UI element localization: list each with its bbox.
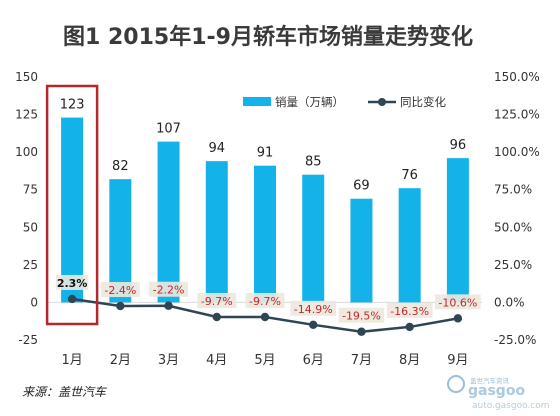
line-point <box>67 294 77 304</box>
x-axis-tick-label: 9月 <box>447 353 468 368</box>
left-axis-tick-label: 50 <box>23 220 38 234</box>
line-label-background <box>100 282 140 298</box>
line-series <box>67 294 463 336</box>
left-axis-tick-label: -25 <box>18 333 38 347</box>
source-note: 来源：盖世汽车 <box>22 385 108 399</box>
line-value-label: -2.4% <box>104 284 136 297</box>
line-value-label: -19.5% <box>342 310 381 323</box>
x-axis-tick-label: 6月 <box>303 353 324 368</box>
right-axis-tick-label: -25.0% <box>494 333 536 347</box>
line-point <box>405 322 414 332</box>
bar-value-label: 69 <box>353 179 370 194</box>
bar-value-label: 107 <box>156 122 181 137</box>
left-axis-tick-label: 150 <box>15 70 38 84</box>
line-point <box>309 320 318 330</box>
left-axis-tick-label: 0 <box>30 295 38 309</box>
line-point <box>453 314 463 323</box>
line-value-label: -9.7% <box>201 295 233 308</box>
line-label-background <box>435 294 481 310</box>
x-axis-tick-label: 7月 <box>351 353 372 368</box>
bar-value-label: 96 <box>450 138 467 153</box>
left-axis-tick-label: 25 <box>23 258 38 272</box>
legend-bar-label: 销量（万辆） <box>275 95 344 109</box>
bar <box>302 174 325 303</box>
line-value-label: -2.2% <box>153 284 185 297</box>
bar <box>254 165 276 303</box>
watermark-tagline: 盖世汽车资讯 <box>470 376 510 385</box>
right-axis-tick-label: 25.0% <box>494 258 532 272</box>
bar-value-label: 85 <box>305 155 322 170</box>
x-axis-tick-label: 5月 <box>254 353 275 368</box>
x-axis-tick-label: 4月 <box>206 353 227 368</box>
right-axis-tick-label: 125.0% <box>494 108 540 122</box>
line-label-background <box>149 281 189 297</box>
x-axis: 1月 2月 3月 4月 5月 6月 7月 8月 9月 <box>61 353 468 368</box>
line-value-label: -16.3% <box>390 305 429 318</box>
right-axis-tick-label: 50.0% <box>494 220 532 234</box>
left-axis-tick-label: 75 <box>23 183 38 197</box>
left-axis-tick-label: 100 <box>15 145 38 159</box>
line-point <box>212 312 221 322</box>
left-axis-tick-label: 125 <box>15 108 38 122</box>
line-label-background <box>386 302 433 318</box>
line-label-background <box>245 293 285 309</box>
line-value-label: 2.3% <box>57 277 88 290</box>
x-axis-tick-label: 3月 <box>158 353 179 368</box>
legend-bar-swatch <box>243 97 271 106</box>
line-label-background <box>197 293 237 309</box>
bar <box>61 117 84 303</box>
watermark-brand: gasgoo <box>468 383 525 399</box>
bar <box>157 141 180 303</box>
bar <box>398 188 421 303</box>
line-label-background <box>55 274 89 290</box>
bar-series <box>61 117 469 303</box>
right-axis: -25.0% 0.0% 25.0% 50.0% 75.0% 100.0% 125.0% 150… <box>494 70 540 347</box>
bar-value-label: 82 <box>112 159 129 174</box>
bar-value-label: 91 <box>257 146 274 161</box>
line-point <box>116 301 125 311</box>
right-axis-tick-label: 0.0% <box>494 295 525 309</box>
line-value-labels: 2.3% -2.4% -2.2% -9.7% -9.7% -14.9% -19.5% -16.… <box>55 274 481 323</box>
legend: 销量（万辆） 同比变化 <box>243 95 446 109</box>
line-value-label: -14.9% <box>294 303 333 316</box>
line-value-label: -9.7% <box>249 295 281 308</box>
line-point <box>260 312 270 322</box>
bar <box>446 158 469 303</box>
bar-value-labels: 123 82 107 94 91 85 69 76 96 <box>60 98 466 194</box>
right-axis-tick-label: 75.0% <box>494 183 532 197</box>
line-label-background <box>338 307 385 323</box>
x-axis-tick-label: 2月 <box>110 353 131 368</box>
left-axis: -25 0 25 50 75 100 125 150 <box>15 70 38 347</box>
right-axis-tick-label: 100.0% <box>494 145 540 159</box>
watermark-logo-icon <box>447 375 465 393</box>
watermark: 盖世汽车资讯 gasgoo auto.gasgoo.com <box>447 375 550 411</box>
line-label-background <box>290 300 337 316</box>
x-axis-tick-label: 8月 <box>399 353 420 368</box>
bar-value-label: 123 <box>60 98 85 113</box>
chart-title: 图1 2015年1-9月轿车市场销量走势变化 <box>63 24 473 50</box>
highlight-box <box>45 84 99 326</box>
bar <box>109 179 132 303</box>
legend-line-label: 同比变化 <box>400 95 446 109</box>
bar <box>205 161 228 303</box>
x-axis-tick-label: 1月 <box>61 353 82 368</box>
bar-value-label: 76 <box>401 168 418 183</box>
bar <box>350 198 373 303</box>
line-value-label: -10.6% <box>438 296 477 309</box>
line-point <box>357 327 366 336</box>
line-point <box>164 301 173 310</box>
bar-value-label: 94 <box>209 141 226 156</box>
right-axis-tick-label: 150.0% <box>494 70 540 84</box>
watermark-url: auto.gasgoo.com <box>472 401 550 411</box>
legend-line-marker <box>378 98 386 106</box>
